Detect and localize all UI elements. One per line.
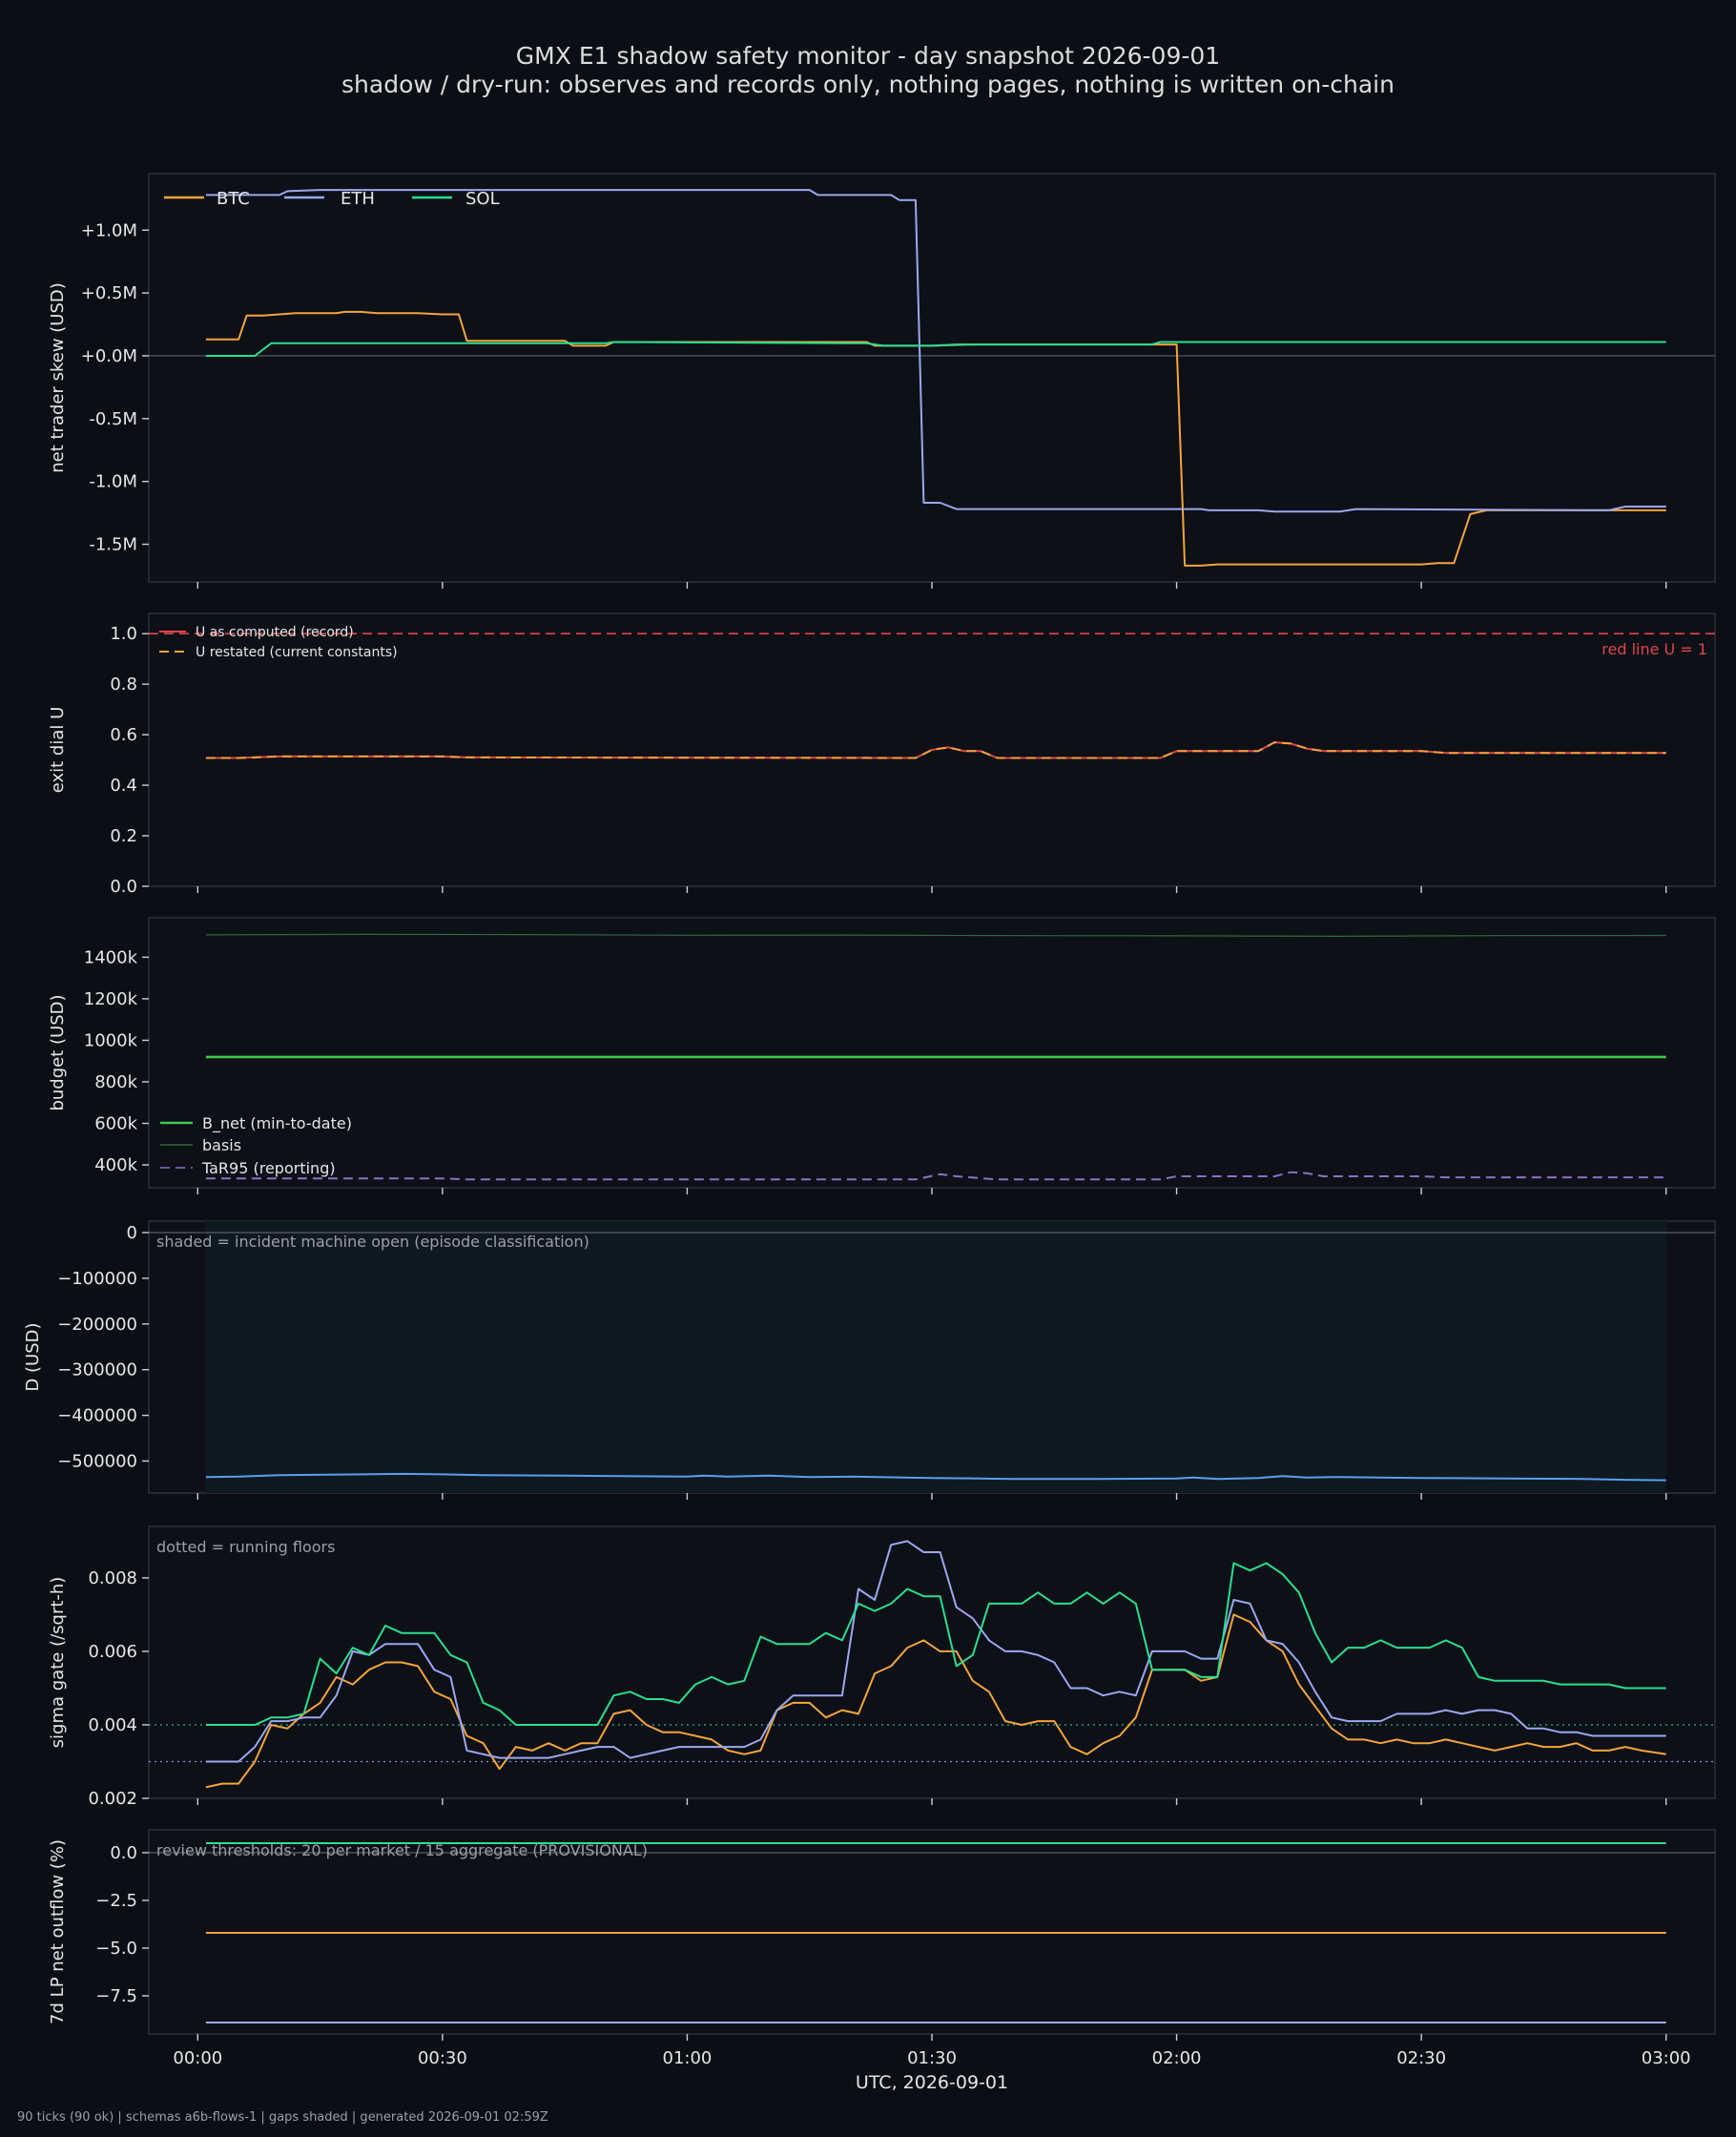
- y-tick-label: 800k: [94, 1072, 137, 1092]
- status-footer: 90 ticks (90 ok) | schemas a6b-flows-1 |…: [17, 2110, 548, 2125]
- plot-area: [148, 173, 1716, 583]
- y-tick-label: 0.8: [110, 674, 137, 695]
- series-line-btc: [205, 1613, 1666, 1789]
- series-line-sol: [205, 341, 1666, 357]
- series-line-eth: [205, 189, 1666, 513]
- y-tick-label: −300000: [57, 1360, 137, 1380]
- y-tick-label: -1.5M: [89, 534, 137, 554]
- x-axis-label: UTC, 2026-09-01: [856, 2072, 1008, 2093]
- x-tick-label: 01:30: [907, 2048, 957, 2068]
- y-tick-label: 0.002: [88, 1789, 137, 1809]
- y-tick-label: 0.0: [110, 877, 137, 897]
- chart-title: GMX E1 shadow safety monitor - day snaps…: [515, 42, 1221, 70]
- y-tick-label: 0.4: [110, 776, 137, 796]
- y-tick-label: −2.5: [95, 1891, 137, 1911]
- panel-annotation: dotted = running floors: [156, 1538, 335, 1556]
- y-axis-label: exit dial U: [48, 707, 68, 794]
- y-tick-label: -0.5M: [89, 409, 137, 429]
- legend-label-2: basis: [202, 1136, 241, 1154]
- y-tick-label: 0.6: [110, 725, 137, 745]
- y-tick-label: 0: [127, 1223, 137, 1243]
- y-tick-label: −400000: [57, 1406, 137, 1426]
- y-tick-label: 400k: [94, 1155, 137, 1175]
- y-tick-label: 1400k: [84, 947, 138, 967]
- y-axis-label: 7d LP net outflow (%): [48, 1839, 68, 2024]
- series-line-tar95-reporting: [205, 1171, 1666, 1181]
- y-tick-label: 1.0: [110, 624, 137, 644]
- y-tick-label: -1.0M: [89, 472, 137, 492]
- y-tick-label: −7.5: [95, 1986, 137, 2006]
- panel-4: 0 −100000 −200000 −300000 −400000 −500000 D (U…: [23, 1220, 1716, 1500]
- x-tick-label: 01:00: [663, 2048, 713, 2068]
- panel-3: 400k 600k 800k 1000k 1200k 1400k budget (USD) B…: [48, 917, 1716, 1194]
- y-tick-label: −500000: [57, 1451, 137, 1471]
- series-line-basis: [205, 933, 1666, 938]
- y-tick-label: −200000: [57, 1315, 137, 1335]
- series-line-u-restated-current-constants: [205, 741, 1666, 759]
- red-line-annotation: red line U = 1: [1602, 640, 1707, 658]
- y-axis-label: net trader skew (USD): [48, 282, 68, 473]
- panel-5: 0.002 0.004 0.006 0.008 sigma gate (/sqrt-h)…: [48, 1525, 1716, 1809]
- y-tick-label: +0.5M: [81, 283, 137, 303]
- legend-label-3: TaR95 (reporting): [201, 1159, 336, 1177]
- x-tick-label: 00:30: [418, 2048, 467, 2068]
- y-tick-label: −100000: [57, 1269, 137, 1289]
- x-tick-label: 02:30: [1396, 2048, 1446, 2068]
- y-tick-label: 0.006: [88, 1642, 137, 1662]
- legend-label-sol: SOL: [465, 189, 500, 209]
- y-tick-label: 1000k: [84, 1030, 138, 1050]
- y-tick-label: 600k: [94, 1114, 137, 1134]
- y-tick-label: 0.2: [110, 826, 137, 846]
- y-tick-label: +1.0M: [81, 220, 137, 240]
- y-tick-label: +0.0M: [81, 346, 137, 366]
- legend-label-1: B_net (min-to-date): [202, 1114, 352, 1133]
- plot-area: [148, 917, 1716, 1189]
- panel-1: +1.0M +0.5M +0.0M -0.5M -1.0M -1.5M net trader…: [48, 173, 1716, 589]
- panel-annotation: shaded = incident machine open (episode …: [156, 1233, 589, 1251]
- legend-label-eth: ETH: [341, 189, 375, 209]
- y-tick-label: 0.008: [88, 1568, 137, 1588]
- plot-area: [148, 1525, 1716, 1799]
- x-tick-label: 02:00: [1152, 2048, 1202, 2068]
- y-tick-label: −5.0: [95, 1939, 137, 1959]
- legend-label-2: U restated (current constants): [196, 645, 398, 660]
- chart-subtitle: shadow / dry-run: observes and records o…: [341, 71, 1395, 98]
- panel-6: 0.0 −2.5 −5.0 −7.5 7d LP net outflow (%) revi…: [48, 1829, 1716, 2041]
- series-line-d: [205, 1472, 1666, 1482]
- legend-label-btc: BTC: [217, 189, 250, 209]
- x-tick-label: 00:00: [173, 2048, 222, 2068]
- x-axis: 00:00 00:30 01:00 01:30 02:00 02:30 03:00 UTC, …: [173, 2048, 1690, 2093]
- y-tick-label: 0.004: [88, 1715, 137, 1735]
- series-line-eth: [205, 1540, 1666, 1763]
- y-axis-label: sigma gate (/sqrt-h): [48, 1577, 68, 1749]
- y-tick-label: 1200k: [84, 989, 138, 1009]
- series-line-sol: [205, 1562, 1666, 1726]
- panel-2: 0.0 0.2 0.4 0.6 0.8 1.0 exit dial U red line U …: [48, 612, 1716, 897]
- legend-label-1: U as computed (record): [196, 625, 354, 640]
- panel-annotation: review thresholds: 20 per market / 15 ag…: [156, 1841, 648, 1859]
- y-tick-label: 0.0: [110, 1843, 137, 1863]
- y-axis-label: budget (USD): [48, 994, 68, 1110]
- incident-shade: [205, 1221, 1666, 1493]
- y-axis-label: D (USD): [23, 1322, 43, 1391]
- x-tick-label: 03:00: [1642, 2048, 1691, 2068]
